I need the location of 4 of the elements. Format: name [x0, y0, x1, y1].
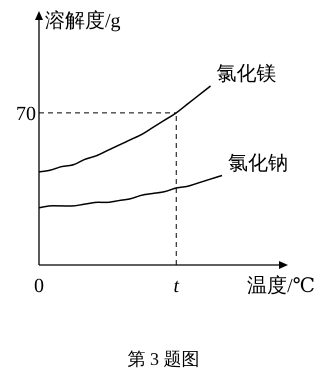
annotation: 第 3 题图 [128, 349, 200, 369]
ylabel: 溶解度/g [45, 10, 121, 32]
annotation: 70 [16, 102, 36, 125]
xlabel: 温度/℃ [247, 275, 315, 297]
